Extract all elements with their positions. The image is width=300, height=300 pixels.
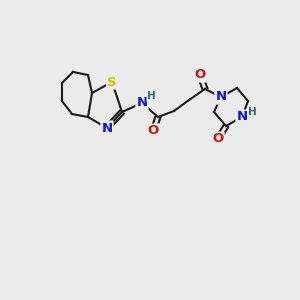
Text: O: O xyxy=(147,124,159,137)
Text: S: S xyxy=(107,76,117,88)
Text: H: H xyxy=(248,107,257,117)
Text: N: N xyxy=(215,91,226,103)
Text: O: O xyxy=(212,133,224,146)
Text: H: H xyxy=(147,91,156,101)
Text: N: N xyxy=(101,122,112,134)
Text: N: N xyxy=(236,110,247,124)
Text: N: N xyxy=(136,97,148,110)
Text: O: O xyxy=(194,68,206,82)
